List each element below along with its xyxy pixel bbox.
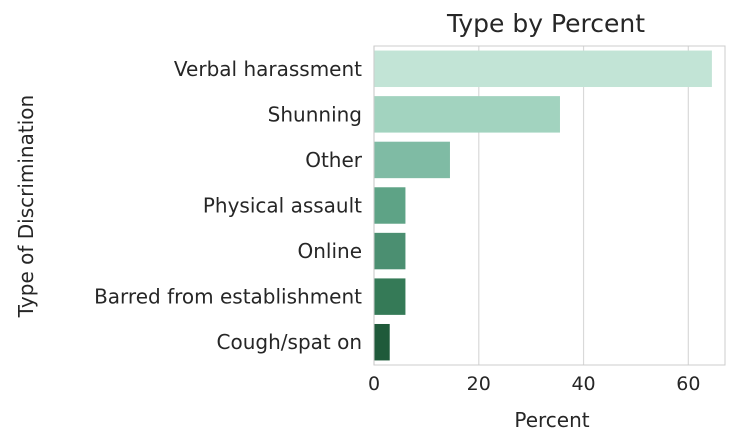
y-tick-label: Barred from establishment (94, 285, 362, 309)
bar (374, 141, 450, 179)
bar (374, 232, 406, 270)
y-tick-label: Shunning (268, 102, 362, 126)
bar (374, 278, 406, 315)
bar (374, 50, 712, 88)
y-tick-label: Cough/spat on (217, 330, 362, 354)
x-tick-label: 20 (467, 373, 491, 395)
x-tick-label: 40 (571, 373, 595, 395)
x-tick-labels: 0 20 40 60 (368, 373, 700, 395)
y-tick-labels: Verbal harassment Shunning Other Physical a… (94, 57, 363, 354)
x-tick-label: 0 (368, 373, 380, 395)
y-tick-label: Online (297, 239, 362, 263)
x-axis-label: Percent (514, 408, 589, 430)
bar (374, 96, 560, 133)
bar (374, 323, 390, 361)
chart-title: Type by Percent (446, 9, 645, 38)
plot-frame (373, 45, 726, 366)
grid-lines (373, 46, 689, 365)
y-tick-label: Other (305, 148, 363, 172)
bar (374, 187, 406, 224)
y-tick-label: Physical assault (203, 194, 362, 218)
y-tick-label: Verbal harassment (174, 57, 362, 81)
bars (374, 50, 712, 361)
y-axis-label: Type of Discrimination (14, 95, 38, 318)
x-tick-label: 60 (676, 373, 700, 395)
